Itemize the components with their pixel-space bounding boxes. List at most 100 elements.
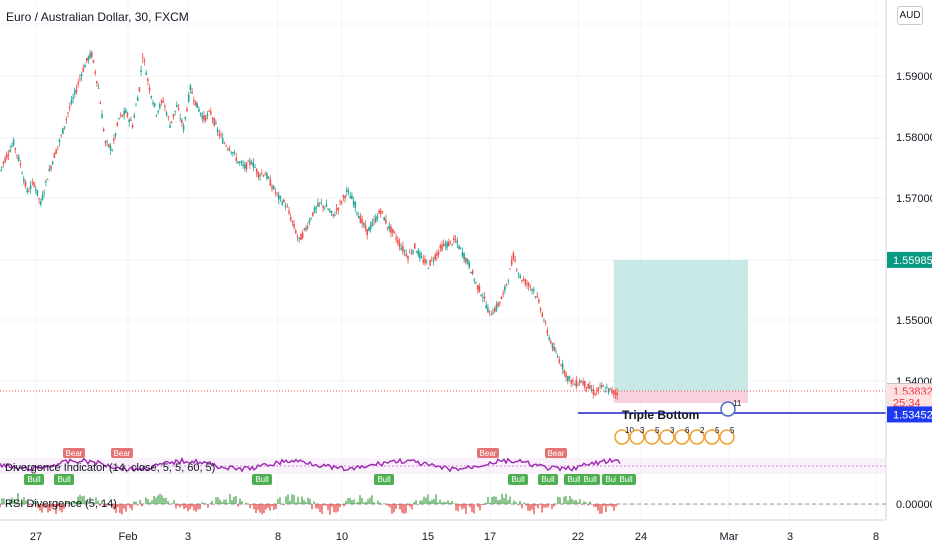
candle-body bbox=[274, 191, 277, 193]
candle-body bbox=[606, 387, 608, 389]
candle-body bbox=[165, 112, 168, 116]
candle-body bbox=[242, 164, 244, 166]
candle-body bbox=[116, 122, 119, 126]
candle-body bbox=[12, 139, 15, 146]
candle-body bbox=[531, 289, 533, 292]
candle-body bbox=[487, 307, 489, 313]
candle-body bbox=[262, 175, 265, 177]
bear-marker bbox=[477, 448, 499, 458]
candle-body bbox=[24, 181, 27, 187]
candle-body bbox=[0, 170, 1, 171]
candle-body bbox=[244, 164, 246, 169]
candle-body bbox=[436, 253, 438, 256]
candle-body bbox=[354, 202, 357, 208]
candle-body bbox=[85, 58, 88, 62]
candle-body bbox=[21, 173, 23, 175]
candle-body bbox=[147, 78, 149, 81]
candle-body bbox=[176, 105, 178, 108]
candle-body bbox=[359, 216, 362, 223]
candle-body bbox=[283, 199, 285, 203]
time-axis: 27 Feb 3 8 10 15 17 22 24 Mar 3 8 bbox=[0, 519, 886, 543]
candle-body bbox=[538, 299, 540, 303]
candle-body bbox=[385, 219, 387, 224]
candle-body bbox=[502, 293, 504, 295]
candle-body bbox=[488, 310, 491, 312]
candle-body bbox=[204, 115, 207, 121]
candle-body bbox=[482, 297, 484, 299]
candle-body bbox=[109, 146, 112, 151]
candle-body bbox=[332, 213, 334, 216]
candle-body bbox=[369, 224, 372, 230]
candle-body bbox=[555, 351, 557, 353]
price-label-bg bbox=[887, 394, 932, 411]
candle-body bbox=[34, 188, 37, 191]
candle-body bbox=[172, 114, 175, 117]
candle-body bbox=[526, 283, 528, 285]
rsi-divergence-label[interactable]: RSI Divergence (5, 14) bbox=[5, 498, 117, 510]
candle-body bbox=[604, 391, 606, 392]
candle-body bbox=[157, 110, 159, 113]
candle-body bbox=[6, 154, 8, 158]
candle-body bbox=[245, 162, 248, 170]
candle-body bbox=[233, 151, 236, 153]
candle-body bbox=[519, 275, 521, 278]
candle-body bbox=[466, 259, 469, 264]
candle-body bbox=[160, 100, 163, 103]
pattern-badge-top-number: 11 bbox=[733, 399, 742, 408]
candle-body bbox=[215, 122, 217, 124]
candle-body bbox=[2, 162, 5, 164]
candle-body bbox=[89, 53, 91, 58]
bull-marker bbox=[24, 474, 44, 485]
candle-body bbox=[121, 114, 124, 117]
candle-body bbox=[72, 97, 74, 99]
candle-body bbox=[46, 179, 49, 181]
candle-body bbox=[92, 60, 95, 63]
candle-body bbox=[551, 343, 554, 349]
candle-body bbox=[257, 172, 260, 178]
candle-body bbox=[575, 379, 578, 387]
candle-body bbox=[589, 385, 591, 389]
time-tick-label: 3 bbox=[787, 531, 793, 543]
candle-body bbox=[565, 373, 567, 378]
candle-body bbox=[208, 110, 210, 112]
candle-body bbox=[612, 390, 615, 395]
bull-marker-text: Bull bbox=[511, 475, 525, 484]
candle-body bbox=[240, 161, 243, 163]
candle-body bbox=[500, 297, 503, 300]
candle-body bbox=[303, 228, 306, 230]
divergence-band bbox=[0, 458, 886, 474]
price-tick-label: 1.59000 bbox=[896, 71, 932, 83]
candle-body bbox=[517, 273, 520, 275]
candle-body bbox=[75, 89, 78, 93]
time-tick-label: Feb bbox=[119, 531, 138, 543]
candle-body bbox=[276, 192, 278, 194]
candle-body bbox=[126, 112, 129, 117]
candle-body bbox=[507, 280, 510, 282]
candle-body bbox=[585, 387, 588, 389]
candle-body bbox=[607, 388, 610, 393]
candle-body bbox=[94, 71, 96, 74]
divergence-indicator-label[interactable]: Divergence Indicator (14, close, 5, 5, 6… bbox=[5, 462, 216, 474]
candle-body bbox=[23, 178, 25, 182]
candle-body bbox=[63, 126, 66, 128]
candle-body bbox=[570, 379, 572, 384]
candle-body bbox=[577, 384, 579, 386]
candle-body bbox=[33, 182, 35, 187]
candle-body bbox=[164, 105, 166, 108]
currency-button[interactable]: AUD bbox=[897, 6, 923, 25]
candle-body bbox=[40, 201, 42, 205]
candle-body bbox=[272, 185, 275, 190]
pattern-badge-number: 5 bbox=[715, 426, 720, 435]
candle-body bbox=[36, 190, 39, 196]
candle-body bbox=[300, 234, 302, 241]
candle-body bbox=[363, 222, 365, 226]
candle-body bbox=[218, 133, 221, 136]
pattern-badge-number: 2 bbox=[700, 426, 705, 435]
candle-body bbox=[186, 108, 188, 112]
candle-body bbox=[514, 260, 516, 262]
candle-body bbox=[125, 109, 127, 113]
candle-body bbox=[412, 250, 414, 253]
pattern-badge-number: 5 bbox=[655, 426, 660, 435]
